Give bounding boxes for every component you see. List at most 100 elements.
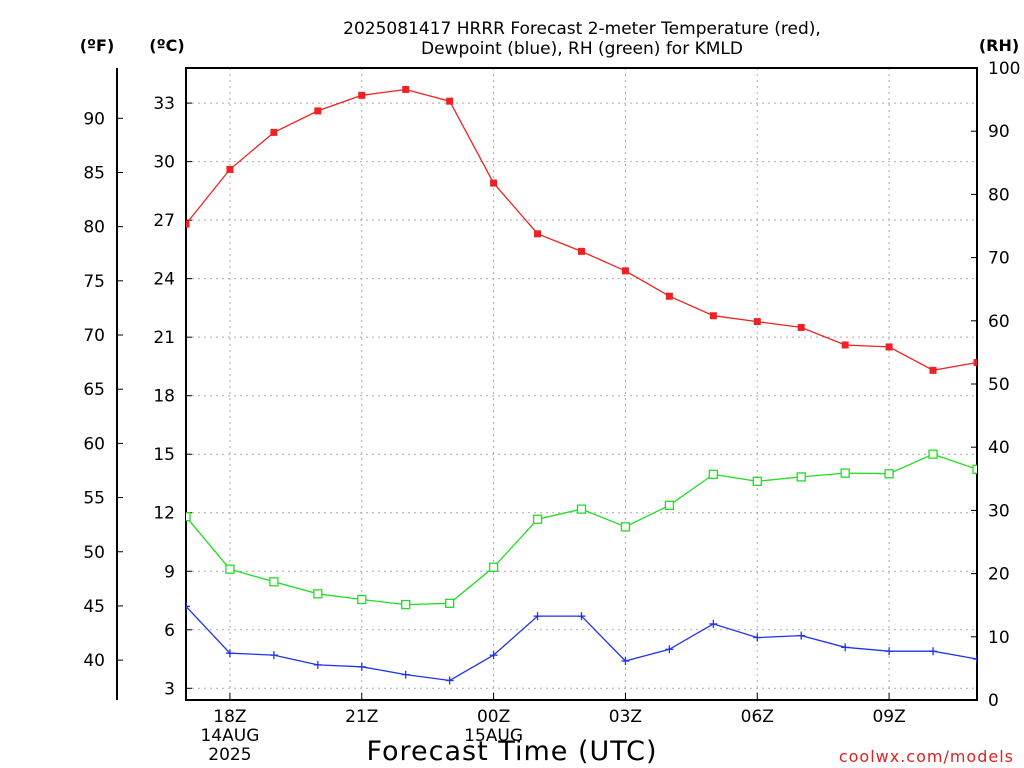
temperature-series bbox=[186, 85, 977, 374]
temperature-line bbox=[186, 88, 977, 371]
rh-tick-label: 70 bbox=[988, 249, 1010, 269]
rh-point bbox=[708, 469, 718, 480]
time-tick-label: 14AUG bbox=[200, 726, 259, 746]
time-tick-label: 2025 bbox=[208, 745, 251, 765]
chart-title-line-2: Dewpoint (blue), RH (green) for KMLD bbox=[421, 39, 743, 59]
rh-tick-label: 0 bbox=[988, 691, 999, 711]
plot-frame bbox=[185, 67, 978, 701]
dewpoint-series bbox=[186, 602, 977, 685]
dewpoint-point bbox=[401, 670, 410, 679]
temperature-point bbox=[446, 97, 454, 105]
temperature-point bbox=[885, 343, 893, 351]
celsius-tick-label: 9 bbox=[164, 562, 175, 582]
rh-point bbox=[225, 564, 235, 574]
celsius-axis: 3 6 9 12 15 18 21 24 27 30 33 bbox=[153, 94, 192, 699]
fahrenheit-tick-label: 50 bbox=[83, 543, 105, 563]
fahrenheit-tick-label: 40 bbox=[83, 651, 105, 671]
rh-tick-label: 60 bbox=[988, 312, 1010, 332]
temperature-point bbox=[534, 230, 542, 238]
temperature-point bbox=[226, 165, 234, 173]
dewpoint-point bbox=[269, 651, 278, 660]
temperature-point bbox=[929, 366, 937, 374]
temperature-point bbox=[621, 267, 629, 275]
source-credit: coolwx.com/models bbox=[839, 747, 1014, 766]
fahrenheit-tick-label: 90 bbox=[83, 109, 105, 129]
dewpoint-point bbox=[489, 651, 498, 660]
dewpoint-point bbox=[225, 649, 234, 658]
celsius-tick-label: 24 bbox=[153, 270, 175, 290]
dewpoint-point bbox=[929, 647, 938, 656]
rh-point bbox=[576, 504, 587, 514]
dewpoint-point bbox=[709, 619, 718, 628]
fahrenheit-tick-label: 55 bbox=[83, 489, 105, 509]
rh-point bbox=[269, 577, 279, 587]
rh-point bbox=[928, 449, 938, 459]
celsius-tick-label: 21 bbox=[153, 328, 175, 348]
time-tick-label: 06Z bbox=[741, 707, 774, 727]
rh-point bbox=[840, 468, 850, 478]
fahrenheit-tick-label: 75 bbox=[83, 272, 105, 292]
data-series bbox=[186, 85, 977, 685]
celsius-tick-label: 30 bbox=[153, 153, 175, 173]
fahrenheit-tick-label: 60 bbox=[83, 434, 105, 454]
dewpoint-point bbox=[973, 655, 977, 664]
rh-point bbox=[357, 594, 367, 605]
rh-tick-label: 30 bbox=[988, 501, 1010, 521]
fahrenheit-tick-label: 65 bbox=[83, 380, 105, 400]
celsius-tick-label: 12 bbox=[153, 504, 175, 524]
celsius-axis-label: (ºC) bbox=[149, 36, 184, 55]
temperature-point bbox=[709, 312, 717, 320]
dewpoint-point bbox=[313, 660, 322, 669]
grid-lines bbox=[186, 68, 977, 700]
rh-tick-label: 100 bbox=[988, 59, 1020, 79]
dewpoint-point bbox=[577, 612, 586, 621]
x-axis-title: Forecast Time (UTC) bbox=[366, 736, 657, 767]
fahrenheit-tick-label: 45 bbox=[83, 597, 105, 617]
rh-tick-label: 80 bbox=[988, 185, 1010, 205]
time-tick-label: 09Z bbox=[872, 707, 905, 727]
rh-point bbox=[796, 472, 806, 482]
celsius-tick-label: 27 bbox=[153, 211, 175, 231]
time-tick-label: 15AUG bbox=[464, 726, 523, 746]
time-tick-label: 18Z bbox=[213, 707, 246, 727]
temperature-point bbox=[402, 85, 410, 93]
celsius-tick-label: 6 bbox=[164, 621, 175, 641]
rh-series bbox=[186, 449, 977, 610]
rh-point bbox=[752, 476, 762, 486]
temperature-point bbox=[665, 292, 673, 300]
celsius-tick-label: 33 bbox=[153, 94, 175, 114]
rh-line bbox=[186, 453, 977, 606]
dewpoint-point bbox=[797, 631, 806, 640]
temperature-point bbox=[490, 179, 498, 187]
celsius-tick-label: 18 bbox=[153, 387, 175, 407]
temperature-point bbox=[314, 107, 322, 115]
dewpoint-point bbox=[533, 612, 542, 621]
dewpoint-point bbox=[186, 602, 190, 611]
rh-point bbox=[884, 469, 894, 479]
chart-title: 2025081417 HRRR Forecast 2-meter Tempera… bbox=[343, 19, 821, 59]
rh-point bbox=[488, 562, 499, 572]
fahrenheit-axis-label: (ºF) bbox=[80, 36, 115, 55]
rh-point bbox=[186, 512, 191, 522]
time-tick-label: 21Z bbox=[345, 707, 378, 727]
rh-tick-label: 50 bbox=[988, 375, 1010, 395]
time-tick-label: 00Z bbox=[477, 707, 510, 727]
rh-tick-label: 90 bbox=[988, 122, 1010, 142]
rh-axis-label: (RH) bbox=[979, 36, 1019, 55]
temperature-point bbox=[578, 247, 585, 255]
dewpoint-point bbox=[357, 662, 366, 671]
temperature-point bbox=[753, 318, 761, 326]
fahrenheit-tick-label: 85 bbox=[83, 163, 105, 183]
temperature-point bbox=[973, 359, 977, 367]
plot-border bbox=[185, 67, 978, 701]
rh-tick-label: 40 bbox=[988, 438, 1010, 458]
rh-axis: 0 10 20 30 40 50 60 70 80 90 100 bbox=[971, 59, 1020, 711]
dewpoint-point bbox=[753, 633, 762, 642]
temperature-point bbox=[797, 323, 805, 331]
rh-tick-label: 10 bbox=[988, 628, 1010, 648]
fahrenheit-tick-label: 80 bbox=[83, 218, 105, 238]
rh-point bbox=[972, 464, 977, 474]
rh-tick-label: 20 bbox=[988, 565, 1010, 585]
